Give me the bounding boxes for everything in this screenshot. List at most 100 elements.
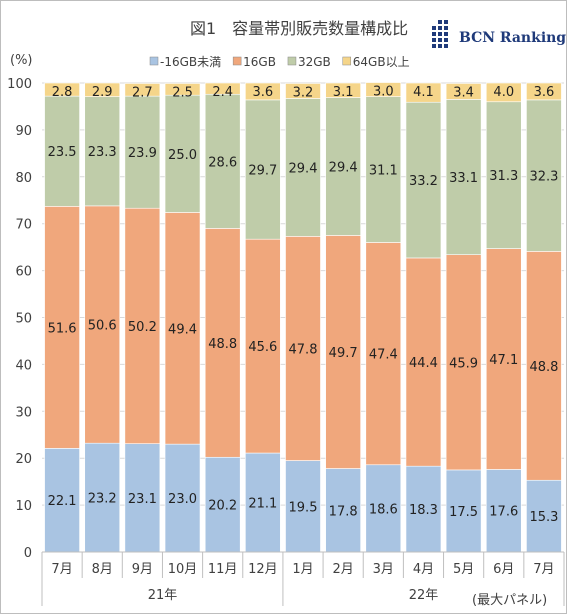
logo-dot: [432, 44, 436, 48]
bar-segment: [485, 469, 522, 553]
data-label: 33.1: [449, 171, 478, 186]
data-label: 2.7: [132, 85, 153, 100]
data-label: 3.4: [453, 85, 474, 100]
logo-dot: [444, 38, 448, 42]
x-tick-label: 7月: [51, 562, 72, 577]
bar-segment: [44, 82, 80, 97]
bar-segment: [164, 83, 201, 96]
year-group-label: 22年: [409, 588, 439, 603]
x-tick-label: 6月: [493, 562, 514, 577]
logo-dot: [444, 26, 448, 30]
bar-segment: [365, 82, 402, 97]
x-tick-label: 5月: [453, 562, 474, 577]
bar-segment: [445, 99, 482, 255]
data-label: 23.2: [88, 492, 117, 507]
bar-segment: [84, 205, 121, 444]
data-label: 49.7: [329, 346, 358, 361]
logo-dot: [432, 26, 436, 30]
y-tick-label: 10: [15, 499, 32, 514]
logo-dots-icon: [432, 20, 448, 48]
bar-segment: [204, 82, 241, 95]
x-tick-label: 7月: [533, 562, 554, 577]
data-label: 4.1: [413, 85, 434, 100]
data-label: 21.1: [248, 497, 277, 512]
logo-dot: [438, 26, 442, 30]
bar-segment: [526, 82, 562, 101]
data-label: 23.0: [168, 492, 197, 507]
bar-segment: [44, 206, 80, 449]
data-label: 48.8: [208, 337, 237, 352]
data-label: 23.9: [128, 146, 157, 161]
y-tick-label: 40: [15, 358, 32, 373]
data-label: 47.8: [289, 342, 318, 357]
data-label: 33.2: [409, 174, 438, 189]
x-tick-label: 1月: [292, 562, 313, 577]
logo-text: BCN Ranking: [459, 30, 566, 46]
bar-segment: [84, 442, 121, 553]
bar-segment: [526, 251, 562, 481]
data-label: 19.5: [289, 500, 318, 515]
data-label: 3.6: [534, 85, 555, 100]
bar-segment: [84, 82, 121, 97]
legend-swatch: [287, 56, 297, 66]
data-label: 28.6: [208, 155, 237, 170]
x-tick-label: 9月: [132, 562, 153, 577]
bar-segment: [325, 97, 361, 236]
bar-segment: [84, 96, 121, 207]
panel-note: (最大パネル): [472, 593, 547, 608]
legend-swatch: [342, 56, 352, 66]
y-tick-label: 100: [7, 77, 32, 92]
bar-segment: [485, 248, 522, 470]
data-label: 29.7: [248, 164, 277, 179]
legend-entry: 32GB: [298, 55, 331, 69]
data-label: 23.1: [128, 492, 157, 507]
bar-segment: [285, 83, 321, 99]
legend-entry: 64GB以上: [353, 55, 410, 69]
x-axis-ticks: 7月 8月 9月 10月 11月 12月 1月 2月 3月 4月 5月 6月 7月: [51, 562, 554, 577]
bcn-ranking-logo: BCN Ranking: [432, 20, 566, 48]
data-label: 3.0: [373, 85, 394, 100]
bar-segment: [164, 443, 201, 553]
year-groups: 21年 22年: [148, 588, 439, 603]
data-label: 51.6: [48, 321, 77, 336]
y-axis-label: (%): [10, 53, 33, 68]
data-label: 17.8: [329, 504, 358, 519]
bar-segment: [124, 207, 161, 444]
bar-segment: [204, 456, 241, 553]
logo-dot: [432, 38, 436, 42]
data-label: 2.9: [92, 85, 113, 100]
bar-segment: [325, 82, 361, 98]
bar-segment: [245, 82, 281, 101]
data-label: 23.3: [88, 145, 117, 160]
bar-segment: [365, 242, 402, 466]
bar-segment: [485, 101, 522, 249]
data-label: 15.3: [529, 510, 558, 525]
data-label: 31.3: [489, 169, 518, 184]
data-label: 3.2: [293, 85, 314, 100]
data-label: 18.6: [369, 502, 398, 517]
data-label: 3.1: [333, 85, 354, 100]
bar-segment: [485, 82, 522, 103]
bar-segment: [164, 94, 201, 213]
data-label: 18.3: [409, 503, 438, 518]
bar-segment: [245, 238, 281, 454]
bar-segment: [124, 443, 161, 553]
bar-segment: [325, 468, 361, 553]
legend-entry: -16GB未満: [160, 55, 221, 69]
chart-title: 図1 容量帯別販売数量構成比: [190, 19, 408, 38]
logo-dot: [444, 32, 448, 36]
y-tick-label: 20: [15, 452, 32, 467]
y-tick-label: 90: [15, 124, 32, 139]
bar-segment: [405, 257, 442, 467]
bar-segment: [365, 96, 402, 243]
data-label: 47.1: [489, 353, 518, 368]
bar-segment: [405, 82, 442, 103]
data-label: 2.5: [172, 85, 193, 100]
legend: -16GB未満 16GB 32GB 64GB以上: [149, 55, 410, 69]
data-label: 31.1: [369, 164, 398, 179]
data-label: 47.4: [369, 348, 398, 363]
logo-dot: [438, 32, 442, 36]
bar-segment: [245, 452, 281, 553]
bar-segment: [325, 235, 361, 469]
